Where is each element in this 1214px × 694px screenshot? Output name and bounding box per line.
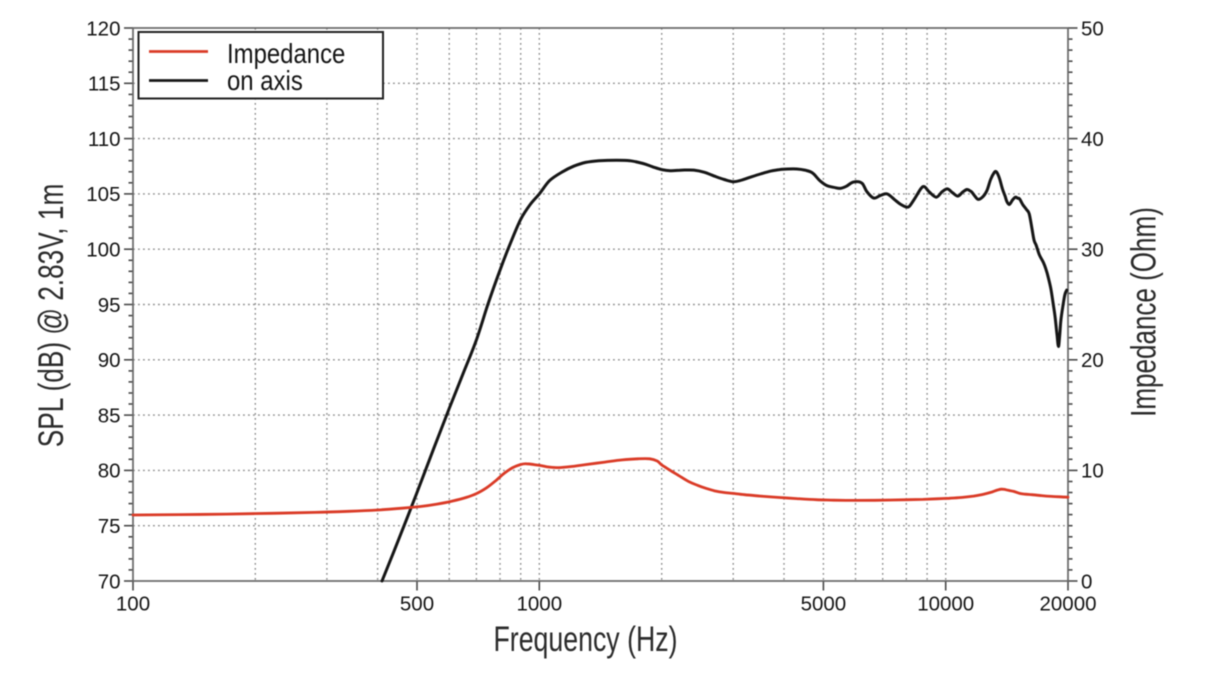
svg-text:10000: 10000 [917,593,974,616]
svg-text:100: 100 [86,239,120,262]
svg-text:0: 0 [1081,570,1092,593]
svg-text:30: 30 [1081,239,1104,262]
svg-text:40: 40 [1081,128,1104,151]
svg-text:500: 500 [400,593,434,616]
svg-text:110: 110 [88,128,121,151]
svg-text:115: 115 [88,73,121,96]
svg-text:5000: 5000 [801,593,847,616]
svg-text:50: 50 [1081,17,1104,40]
svg-text:120: 120 [86,17,120,40]
svg-text:70: 70 [98,570,121,593]
svg-text:90: 90 [98,349,121,372]
svg-text:105: 105 [86,183,120,206]
svg-text:95: 95 [98,294,121,317]
svg-text:85: 85 [98,404,121,427]
svg-text:20: 20 [1081,349,1104,372]
svg-text:20000: 20000 [1039,593,1096,616]
svg-text:on axis: on axis [227,64,303,96]
svg-text:100: 100 [116,593,150,616]
svg-text:Impedance (Ohm): Impedance (Ohm) [1124,207,1164,417]
svg-text:Impedance: Impedance [227,37,345,69]
svg-text:10: 10 [1081,460,1104,483]
svg-text:Frequency (Hz): Frequency (Hz) [494,620,678,659]
svg-text:1000: 1000 [516,593,562,616]
svg-text:75: 75 [98,515,121,538]
svg-text:SPL (dB) @ 2.83V, 1m: SPL (dB) @ 2.83V, 1m [31,184,71,448]
svg-text:80: 80 [98,460,121,483]
